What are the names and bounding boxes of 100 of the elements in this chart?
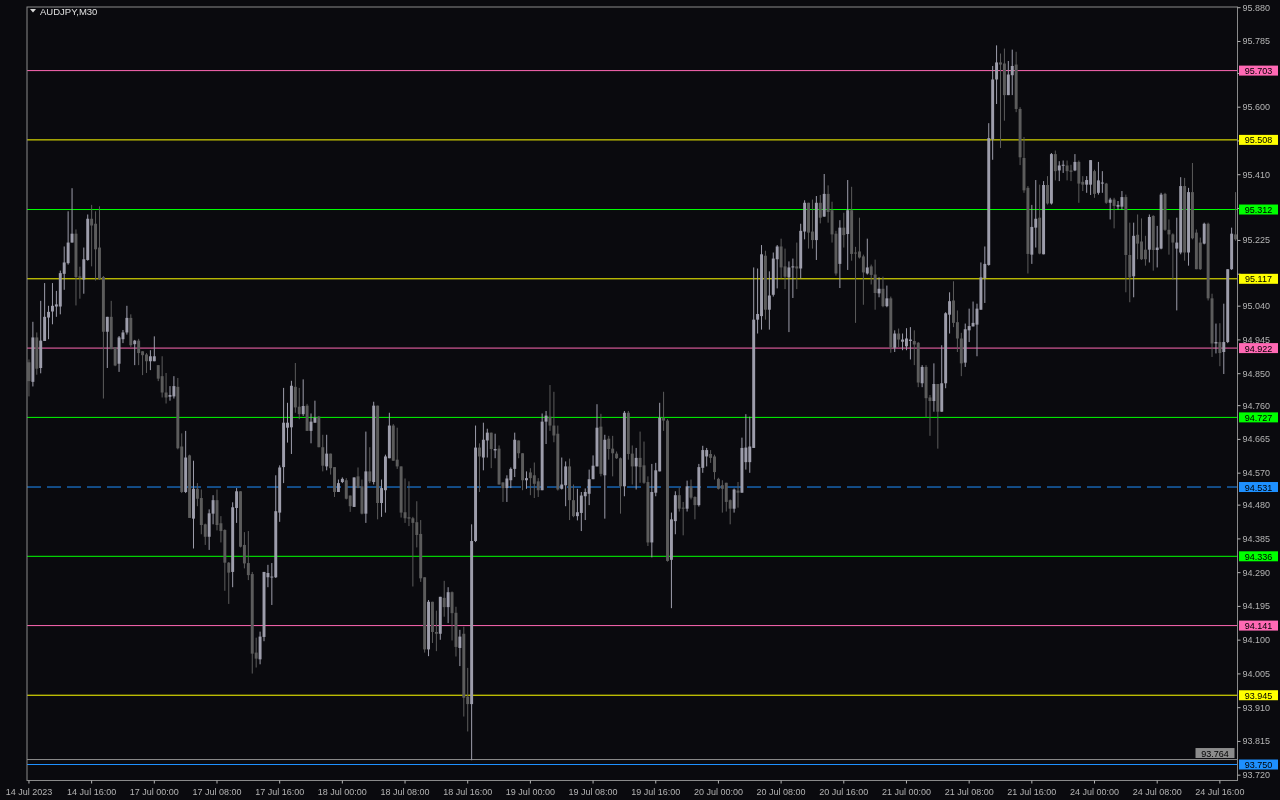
candlestick — [932, 362, 936, 413]
candlestick — [842, 212, 846, 249]
candlestick — [301, 378, 305, 417]
candlestick — [1140, 217, 1143, 261]
candlestick — [1046, 175, 1049, 206]
x-tick-label: 21 Jul 00:00 — [881, 786, 931, 797]
candlestick — [713, 454, 716, 481]
candlestick — [630, 444, 634, 486]
y-tick-label: 95.225 — [1242, 235, 1271, 246]
candlestick — [861, 254, 865, 306]
ref-line-label: 94.141 — [1244, 621, 1273, 632]
candlestick — [90, 204, 94, 267]
candlestick — [407, 480, 411, 527]
y-tick-label: 94.385 — [1242, 533, 1271, 544]
candlestick — [587, 469, 591, 506]
candlestick — [1069, 164, 1073, 182]
candlestick — [536, 477, 540, 498]
y-tick-label: 94.945 — [1242, 334, 1271, 345]
x-tick-label: 24 Jul 00:00 — [1069, 786, 1120, 797]
x-tick-label: 20 Jul 08:00 — [756, 786, 806, 797]
candlestick — [893, 329, 897, 353]
candlestick — [1077, 159, 1081, 204]
x-tick-label: 21 Jul 16:00 — [1007, 786, 1057, 797]
candlestick — [783, 248, 787, 290]
y-tick-label: 94.290 — [1242, 567, 1271, 578]
candlestick — [564, 460, 568, 507]
candlestick — [1006, 60, 1010, 96]
candlestick — [105, 316, 109, 369]
candlestick — [920, 364, 924, 388]
x-tick-label: 17 Jul 16:00 — [255, 786, 305, 797]
x-tick-label: 24 Jul 08:00 — [1132, 786, 1182, 797]
x-tick-label: 21 Jul 08:00 — [944, 786, 994, 797]
candlestick — [478, 442, 481, 493]
candlestick — [446, 586, 450, 624]
y-tick-label: 93.720 — [1242, 770, 1271, 781]
y-tick-label: 94.760 — [1242, 400, 1271, 411]
candlestick — [325, 434, 329, 471]
candlestick — [995, 44, 999, 105]
candlestick — [1096, 161, 1100, 196]
candlestick — [395, 427, 399, 470]
candlestick — [227, 561, 231, 605]
candlestick — [137, 338, 141, 366]
y-tick-label: 95.410 — [1242, 169, 1271, 180]
candlestick — [528, 467, 532, 496]
candlestick — [1136, 214, 1140, 260]
x-tick-label: 17 Jul 08:00 — [192, 786, 242, 797]
y-tick-label: 94.005 — [1242, 668, 1271, 679]
x-tick-label: 18 Jul 16:00 — [443, 786, 493, 797]
x-tick-label: 19 Jul 16:00 — [631, 786, 681, 797]
y-tick-label: 93.815 — [1242, 736, 1271, 747]
candlestick — [767, 270, 771, 331]
x-tick-label: 24 Jul 16:00 — [1195, 786, 1245, 797]
ref-line-label: 94.336 — [1244, 551, 1273, 562]
candlestick — [1057, 160, 1061, 182]
y-tick-label: 94.100 — [1242, 635, 1271, 646]
y-tick-label: 95.785 — [1242, 36, 1271, 47]
x-tick-label: 18 Jul 00:00 — [317, 786, 367, 797]
y-tick-label: 94.570 — [1242, 468, 1271, 479]
candlestick — [720, 479, 724, 514]
candlestick — [368, 446, 372, 484]
candlestick — [1065, 159, 1069, 181]
candlestick — [724, 482, 728, 513]
candlestick — [297, 387, 301, 420]
candlestick — [1218, 322, 1222, 367]
ref-line-label: 95.117 — [1245, 274, 1272, 285]
candlestick — [775, 244, 779, 289]
candlestick — [258, 631, 262, 665]
candlestick — [1108, 197, 1112, 220]
candlestick — [133, 339, 137, 366]
candlestick — [1222, 303, 1226, 375]
candlestick — [1112, 197, 1116, 229]
ref-line-label: 94.531 — [1244, 482, 1273, 493]
candlestick — [795, 242, 799, 290]
candlestick — [634, 447, 638, 490]
candlestick — [1010, 49, 1014, 96]
candlestick — [638, 431, 642, 484]
candlestick — [579, 491, 583, 532]
y-tick-label: 94.195 — [1242, 601, 1271, 612]
candlestick — [1053, 150, 1057, 181]
x-tick-label: 20 Jul 00:00 — [693, 786, 743, 797]
ref-line-label: 94.922 — [1244, 343, 1273, 354]
candlestick — [1093, 169, 1096, 199]
candlestick — [818, 194, 822, 224]
ref-line-label: 94.727 — [1244, 412, 1273, 423]
candlestick — [1100, 170, 1104, 194]
candlestick — [572, 484, 575, 518]
candlestick — [705, 447, 709, 467]
ref-line-label: 93.764 — [1201, 748, 1229, 759]
ref-line-label: 95.508 — [1244, 135, 1273, 146]
candlestick — [442, 580, 446, 618]
candlestick — [321, 434, 325, 472]
x-tick-label: 20 Jul 16:00 — [819, 786, 869, 797]
candlestick — [905, 327, 908, 351]
y-tick-label: 93.910 — [1242, 702, 1271, 713]
x-tick-label: 19 Jul 08:00 — [568, 786, 618, 797]
y-tick-label: 94.480 — [1242, 500, 1271, 511]
candlestick — [607, 435, 611, 461]
y-tick-label: 95.040 — [1242, 301, 1271, 312]
candlestick — [481, 422, 485, 471]
candlestick — [1104, 182, 1108, 205]
